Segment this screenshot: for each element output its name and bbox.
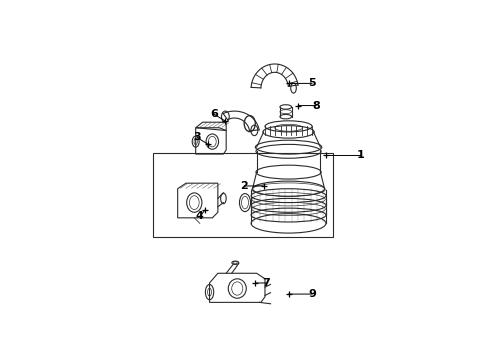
- Text: 8: 8: [313, 100, 320, 111]
- Text: 6: 6: [210, 109, 218, 119]
- Text: 2: 2: [240, 181, 248, 191]
- Text: 3: 3: [193, 132, 201, 143]
- Text: 9: 9: [308, 289, 316, 299]
- Text: 1: 1: [357, 150, 365, 161]
- Text: 7: 7: [263, 278, 270, 288]
- Bar: [153, 153, 333, 237]
- Text: 5: 5: [308, 78, 316, 89]
- Text: 4: 4: [196, 211, 204, 221]
